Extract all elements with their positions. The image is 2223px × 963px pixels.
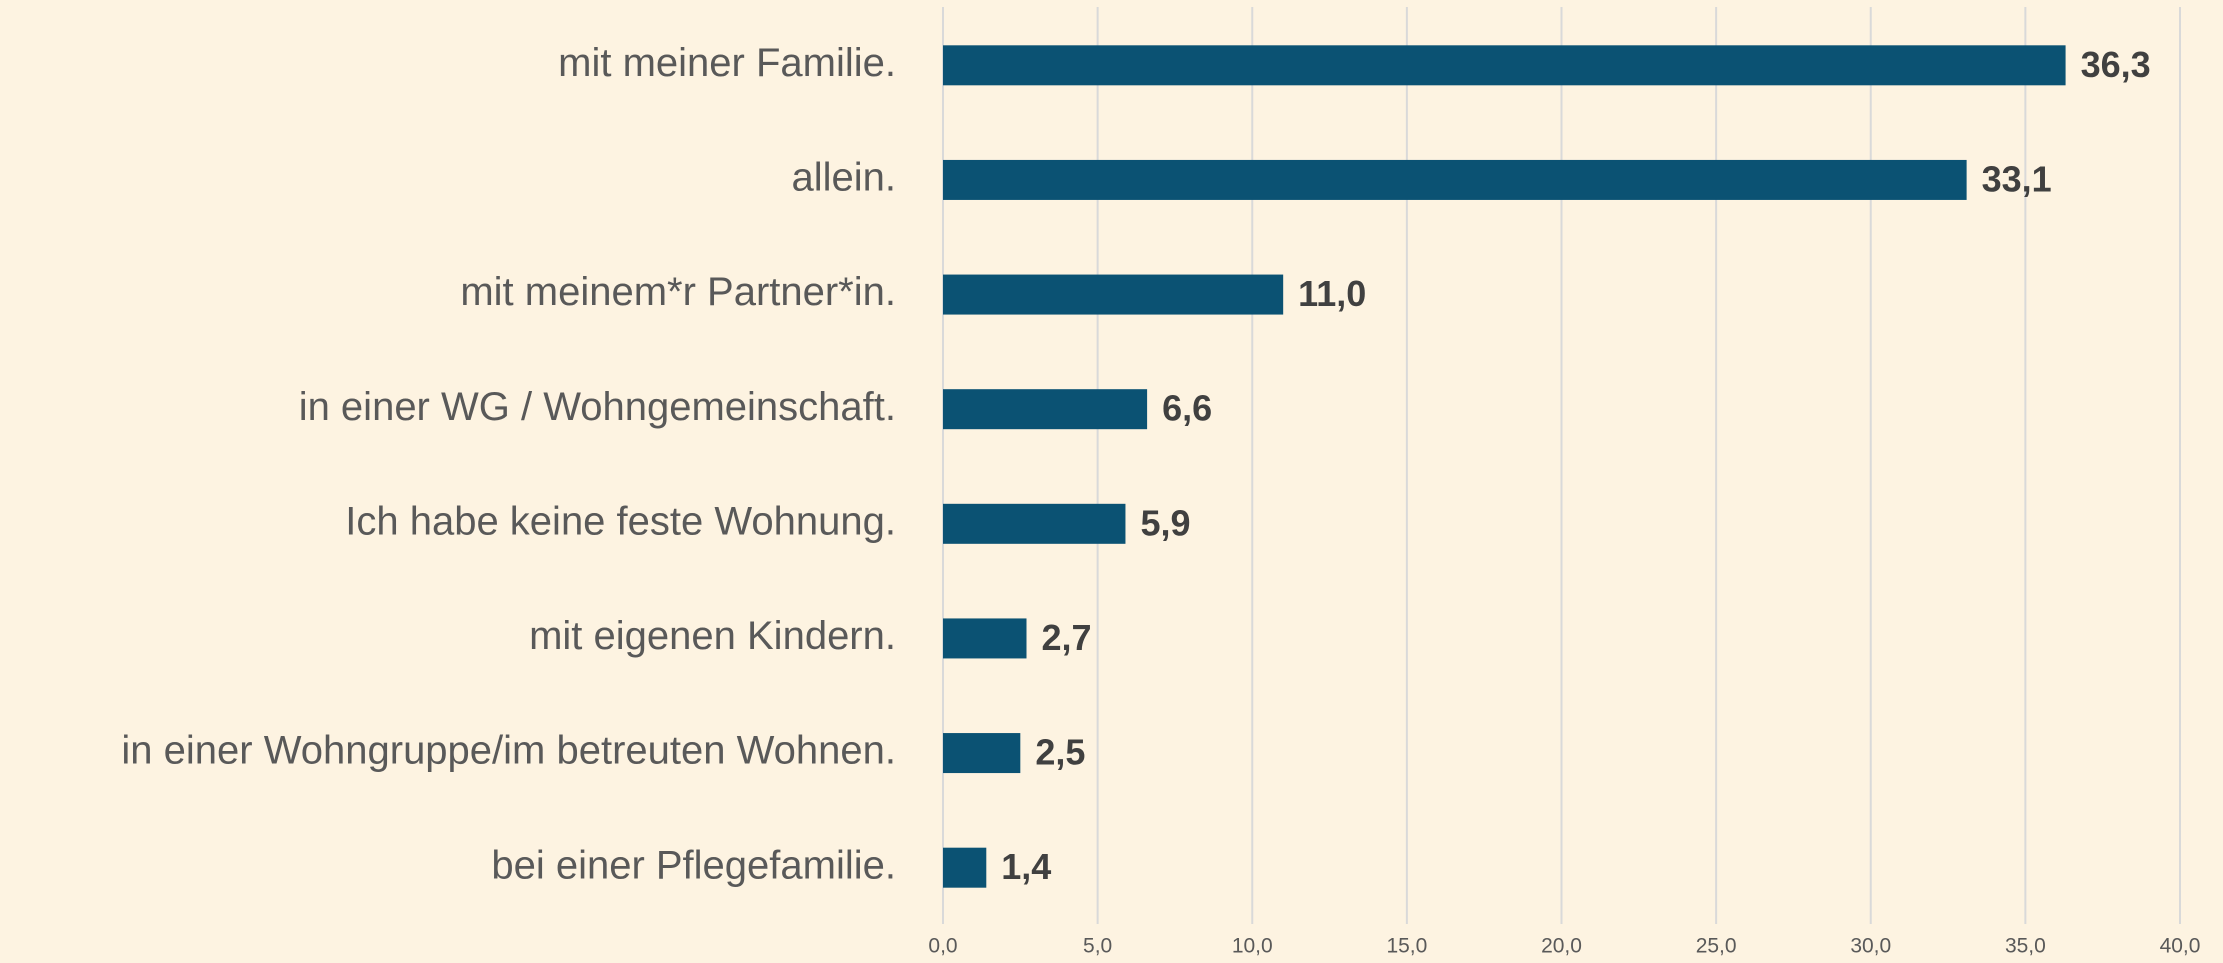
category-label: mit meinem*r Partner*in.	[460, 270, 896, 314]
x-tick-label: 35,0	[2005, 935, 2046, 958]
bar	[943, 733, 1021, 774]
x-tick-label: 0,0	[928, 935, 957, 958]
category-label: mit meiner Familie.	[558, 41, 896, 85]
category-label: mit eigenen Kindern.	[529, 614, 896, 658]
value-label: 2,7	[1041, 617, 1091, 658]
x-tick-label: 10,0	[1232, 935, 1273, 958]
bar	[943, 159, 1967, 200]
category-label: in einer WG / Wohngemeinschaft.	[299, 385, 896, 429]
x-tick-label: 25,0	[1696, 935, 1737, 958]
value-label: 33,1	[1982, 158, 2052, 199]
x-tick-label: 30,0	[1850, 935, 1891, 958]
x-tick-label: 15,0	[1386, 935, 1427, 958]
category-label: allein.	[791, 156, 896, 200]
bar	[943, 618, 1027, 659]
bar	[943, 847, 987, 888]
bar	[943, 274, 1284, 315]
value-label: 6,6	[1162, 388, 1212, 429]
x-tick-label: 5,0	[1083, 935, 1112, 958]
value-label: 1,4	[1001, 846, 1051, 887]
x-tick-label: 40,0	[2160, 935, 2201, 958]
bar	[943, 503, 1126, 544]
category-label: bei einer Pflegefamilie.	[491, 843, 896, 887]
value-label: 2,5	[1035, 732, 1085, 773]
category-label: Ich habe keine feste Wohnung.	[345, 499, 896, 543]
bar	[943, 45, 2066, 86]
value-label: 5,9	[1140, 502, 1190, 543]
value-label: 11,0	[1298, 273, 1366, 314]
value-label: 36,3	[2081, 44, 2151, 85]
x-tick-label: 20,0	[1541, 935, 1582, 958]
bar	[943, 389, 1148, 430]
category-label: in einer Wohngruppe/im betreuten Wohnen.	[121, 729, 896, 773]
